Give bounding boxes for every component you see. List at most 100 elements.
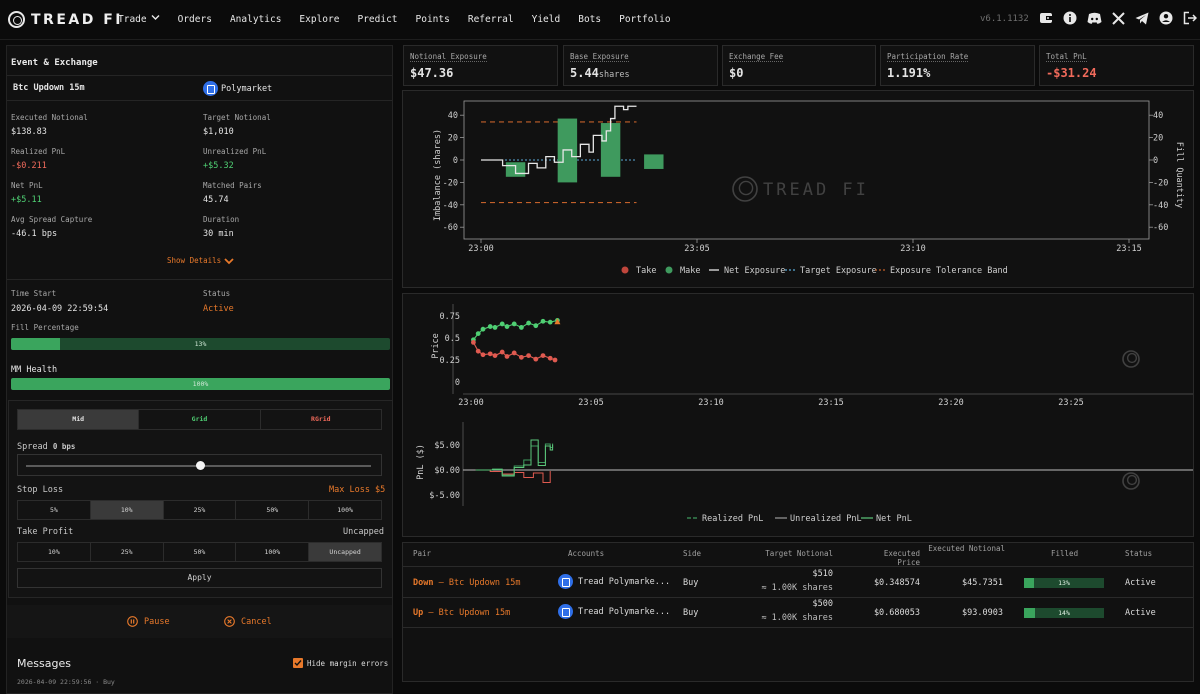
wallet-icon[interactable] <box>1038 10 1054 26</box>
status-value: Active <box>203 304 234 314</box>
metric-label: Notional Exposure <box>410 52 487 62</box>
info-icon[interactable] <box>1062 10 1078 26</box>
price-x-tick-label: 23:20 <box>938 398 964 408</box>
nav-item-portfolio[interactable]: Portfolio <box>619 14 671 25</box>
nav-item-predict[interactable]: Predict <box>357 14 398 25</box>
price-axis-label: Price <box>431 333 441 359</box>
logo-text: TREAD FI <box>31 11 123 28</box>
cancel-label: Cancel <box>241 616 272 627</box>
fill-percentage-text: 13% <box>194 340 207 348</box>
actions-bar <box>7 605 392 638</box>
take-profit-option[interactable]: 10% <box>18 543 91 561</box>
divider <box>7 279 392 280</box>
stop-loss-option[interactable]: 10% <box>90 501 164 519</box>
apply-button[interactable]: Apply <box>17 568 382 588</box>
pause-label: Pause <box>144 616 170 627</box>
user-icon[interactable] <box>1158 10 1174 26</box>
down-price-point <box>499 349 505 355</box>
table-header: Status <box>1125 549 1153 558</box>
orders-table: Pair Accounts Side Target Notional Executed … <box>402 542 1194 682</box>
cancel-icon <box>224 616 235 627</box>
telegram-icon[interactable] <box>1134 10 1150 26</box>
show-details-toggle[interactable]: Show Details <box>167 256 234 265</box>
nav-item-bots[interactable]: Bots <box>578 14 602 25</box>
last-price-marker <box>554 318 561 325</box>
up-price-point <box>533 323 539 329</box>
x-tick-label: 23:00 <box>468 244 494 254</box>
tread-fi-logo[interactable]: TREAD FI <box>8 11 123 28</box>
spread-slider[interactable] <box>17 454 382 476</box>
cancel-button[interactable]: Cancel <box>224 616 272 627</box>
stop-loss-label: Stop Loss <box>17 485 64 495</box>
stop-loss-selector: 5% 10% 25% 50% 100% <box>17 500 382 520</box>
spread-label: Spread 0 bps <box>17 442 75 452</box>
legend-marker <box>665 266 673 274</box>
up-price-point <box>519 325 524 330</box>
table-row[interactable]: Up — Btc Updown 15m Tread Polymarke... Buy… <box>403 598 1193 628</box>
metric-card: Exchange Fee $0 <box>722 45 876 86</box>
side-cell: Buy <box>683 578 699 588</box>
nav-item-orders[interactable]: Orders <box>177 14 212 25</box>
price-x-tick-label: 23:25 <box>1058 398 1084 408</box>
table-row[interactable]: Down — Btc Updown 15m Tread Polymarke... B… <box>403 568 1193 598</box>
nav-item-explore[interactable]: Explore <box>299 14 340 25</box>
x-icon[interactable] <box>1110 10 1126 26</box>
nav-item-analytics[interactable]: Analytics <box>229 14 282 25</box>
left-panel: Event & Exchange Btc Updown 15m Polymark… <box>6 45 393 694</box>
down-price-point <box>487 351 493 357</box>
pair-cell[interactable]: Down — Btc Updown 15m <box>413 578 520 588</box>
hide-margin-errors-checkbox[interactable]: Hide margin errors <box>293 658 388 668</box>
fill-percentage-bar: 13% <box>11 338 390 350</box>
pause-button[interactable]: Pause <box>127 616 170 627</box>
nav-item-points[interactable]: Points <box>415 14 450 25</box>
stat-value: +$5.32 <box>203 161 234 171</box>
executed-price: $0.348574 <box>873 578 920 588</box>
account-cell: Tread Polymarke... <box>558 604 670 619</box>
stop-loss-option[interactable]: 25% <box>164 501 237 519</box>
mode-option[interactable]: RGrid <box>311 415 331 423</box>
stat-label: Unrealized PnL <box>203 147 267 156</box>
y-tick-label: -20 <box>443 178 458 188</box>
nav-item-yield[interactable]: Yield <box>531 14 561 25</box>
top-nav: TREAD FI Trade Orders Analytics Explore Pred… <box>0 0 1200 40</box>
y-tick-label: -60 <box>443 223 458 233</box>
y-tick-label: 20 <box>448 134 458 144</box>
legend-label: Unrealized PnL <box>790 514 862 524</box>
realized-pnl-line <box>475 469 551 483</box>
y-tick-label: 40 <box>448 111 458 121</box>
take-profit-status: Uncapped <box>343 527 384 537</box>
mm-health-fill <box>11 378 390 390</box>
metric-card: Notional Exposure $47.36 <box>403 45 558 86</box>
price-tick-label: 0.75 <box>440 312 460 322</box>
fill-percentage-fill <box>11 338 61 350</box>
mode-option[interactable]: Mid <box>18 410 140 429</box>
chevron-down-icon <box>151 15 160 20</box>
y-tick-label: -40 <box>443 201 458 211</box>
pair-cell[interactable]: Up — Btc Updown 15m <box>413 608 510 618</box>
mode-option[interactable]: Grid <box>139 410 261 429</box>
y2-tick-label: 0 <box>1153 156 1158 166</box>
pair-name: — Btc Updown 15m <box>433 578 521 588</box>
price-x-tick-label: 23:05 <box>578 398 604 408</box>
nav-item-trade[interactable]: Trade <box>118 14 147 25</box>
target-shares: ≈ 1.00K shares <box>761 583 833 593</box>
table-header: Accounts <box>568 549 605 558</box>
take-profit-option[interactable]: Uncapped <box>309 543 381 561</box>
discord-icon[interactable] <box>1086 10 1102 26</box>
take-profit-option[interactable]: 25% <box>91 543 164 561</box>
logout-icon[interactable] <box>1182 10 1198 26</box>
event-exchange-title: Event & Exchange <box>11 58 98 68</box>
stop-loss-option[interactable]: 50% <box>236 501 310 519</box>
apply-label: Apply <box>187 573 212 582</box>
legend-label: Realized PnL <box>702 514 763 524</box>
stop-loss-option[interactable]: 100% <box>337 506 353 514</box>
legend-label: Take <box>636 266 656 276</box>
make-bar <box>644 154 664 169</box>
take-profit-option[interactable]: 100% <box>236 543 310 561</box>
spread-slider-thumb[interactable] <box>196 461 205 470</box>
nav-item-referral[interactable]: Referral <box>467 14 514 25</box>
main-nav: Trade Orders Analytics Explore Predict Points… <box>118 14 689 25</box>
stop-loss-option[interactable]: 5% <box>18 501 91 519</box>
up-price-point <box>475 331 481 336</box>
take-profit-option[interactable]: 50% <box>164 543 237 561</box>
